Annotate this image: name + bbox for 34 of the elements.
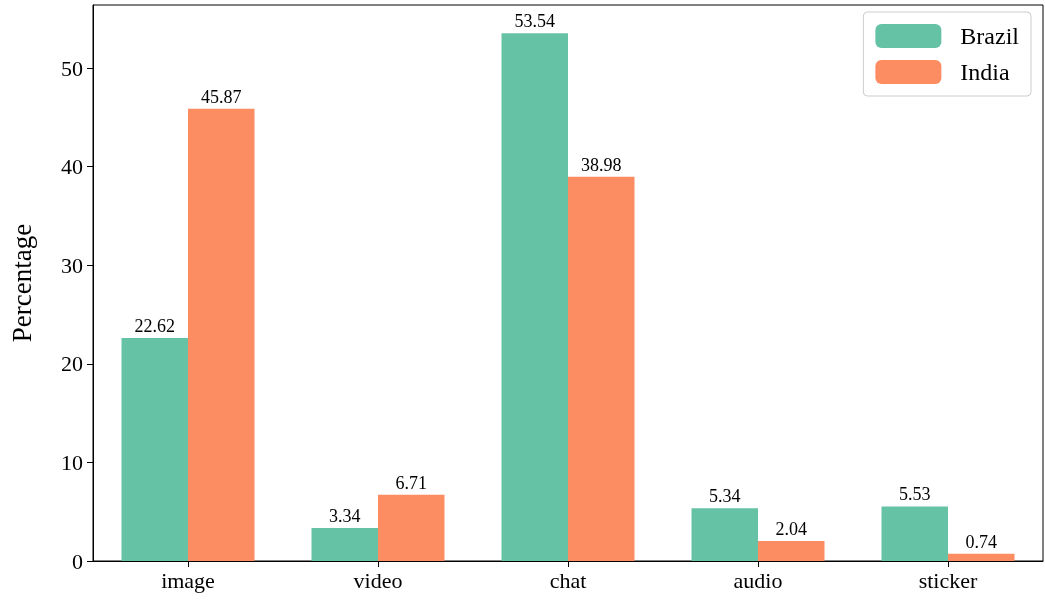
data-label: 2.04: [775, 518, 807, 539]
bar: [948, 553, 1015, 561]
y-tick-label: 0: [72, 548, 83, 574]
data-label: 3.34: [329, 506, 361, 527]
legend-label: India: [960, 59, 1011, 85]
bar: [311, 528, 378, 561]
x-tick-label: image: [161, 567, 215, 593]
bar: [758, 540, 825, 561]
x-tick-label: audio: [733, 567, 783, 593]
y-tick-label: 50: [61, 55, 83, 81]
x-tick-label: sticker: [918, 567, 978, 593]
x-tick-label: video: [353, 567, 403, 593]
bar: [501, 33, 568, 561]
y-tick-label: 40: [61, 154, 83, 180]
bar: [188, 108, 255, 561]
bar: [568, 176, 635, 561]
data-label: 45.87: [201, 86, 242, 107]
y-tick-label: 10: [61, 449, 83, 475]
legend-label: Brazil: [960, 23, 1020, 49]
data-label: 5.53: [899, 484, 931, 505]
bar: [378, 494, 445, 561]
data-label: 6.71: [395, 472, 427, 493]
data-label: 22.62: [134, 316, 175, 337]
data-label: 5.34: [709, 486, 741, 507]
y-axis-title: Percentage: [6, 223, 37, 343]
bar: [881, 506, 948, 561]
data-label: 0.74: [965, 531, 997, 552]
bar: [691, 508, 758, 561]
x-tick-label: chat: [549, 567, 587, 593]
y-tick-label: 30: [61, 252, 83, 278]
data-label: 53.54: [514, 11, 555, 32]
y-tick-label: 20: [61, 351, 83, 377]
bar: [121, 338, 188, 561]
data-label: 38.98: [581, 154, 622, 175]
